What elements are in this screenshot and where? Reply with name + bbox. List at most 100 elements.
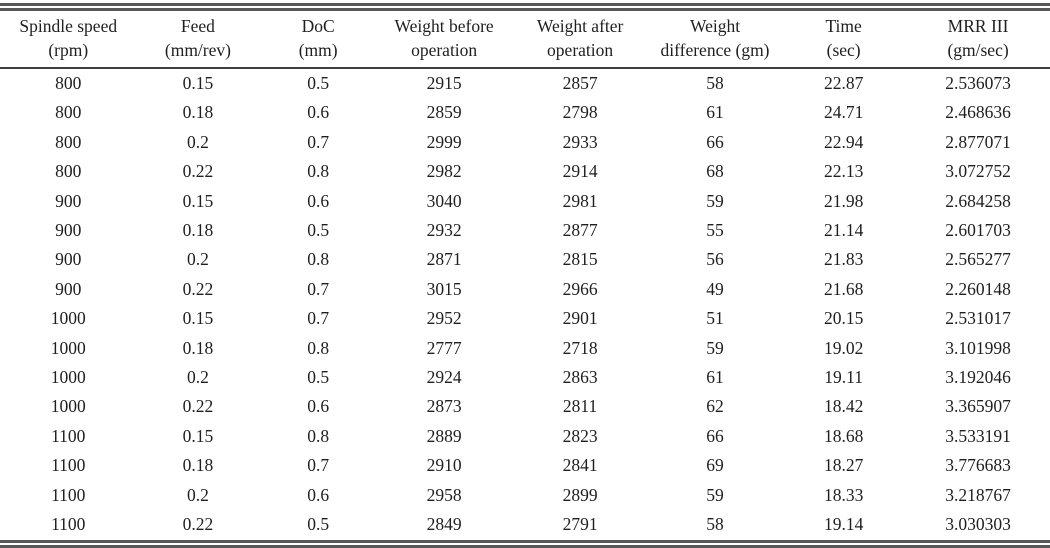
table-row: 1100 0.15 0.8 2889 2823 66 18.68 3.533191 [0,422,1050,451]
cell: 0.2 [186,249,209,270]
cell: 2798 [562,102,598,123]
column-header: Weight difference (gm) [648,7,782,69]
cell: 22.13 [823,161,864,182]
table-row: 800 0.22 0.8 2982 2914 68 22.13 3.072752 [0,157,1050,186]
cell: 20.15 [823,308,864,329]
cell: 2877 [562,220,598,241]
cell: 800 [55,102,82,123]
cell: 58 [706,514,724,535]
cell: 2.601703 [945,220,1011,241]
cell: 2999 [426,131,462,152]
cell: 1000 [50,337,86,358]
cell: 0.18 [182,102,214,123]
column-header-line2: difference (gm) [660,40,770,60]
table-row: 1000 0.22 0.6 2873 2811 62 18.42 3.365907 [0,392,1050,421]
cell: 62 [706,396,724,417]
cell: 0.6 [307,190,330,211]
cell: 66 [706,425,724,446]
cell: 0.22 [182,514,214,535]
cell: 0.22 [182,396,214,417]
table-row: 800 0.2 0.7 2999 2933 66 22.94 2.877071 [0,128,1050,157]
cell: 2.260148 [945,278,1011,299]
cell: 21.14 [823,220,864,241]
table-row: 1000 0.2 0.5 2924 2863 61 19.11 3.192046 [0,363,1050,392]
cell: 0.6 [307,484,330,505]
cell: 1000 [50,367,86,388]
cell: 0.8 [307,161,330,182]
cell: 21.68 [823,278,864,299]
cell: 3.218767 [945,484,1011,505]
column-header: DoC (mm) [259,7,377,69]
cell: 0.5 [307,514,330,535]
column-header-line2: operation [411,40,478,60]
cell: 2811 [562,396,598,417]
cell: 56 [706,249,724,270]
table-row: 1000 0.18 0.8 2777 2718 59 19.02 3.101998 [0,334,1050,363]
cell: 21.83 [823,249,864,270]
cell: 2915 [426,73,462,93]
table-row: 900 0.22 0.7 3015 2966 49 21.68 2.260148 [0,275,1050,304]
cell: 900 [55,220,82,241]
cell: 22.94 [823,131,864,152]
cell: 0.5 [307,73,330,93]
cell: 2871 [426,249,462,270]
cell: 3.365907 [945,396,1011,417]
cell: 2859 [426,102,462,123]
cell: 2718 [562,337,598,358]
cell: 1100 [51,484,86,505]
cell: 900 [55,190,82,211]
cell: 2924 [426,367,462,388]
table-body: 800 0.15 0.5 2915 2857 58 22.87 2.536073 800 0.18… [0,68,1050,544]
column-header-line1: Time [825,16,862,36]
column-header-line2: (mm) [298,40,338,60]
cell: 2952 [426,308,462,329]
cell: 2863 [562,367,598,388]
column-header-line2: (mm/rev) [164,40,231,60]
cell: 49 [706,278,724,299]
column-header-line1: Weight before [394,16,494,36]
cell: 2901 [562,308,598,329]
cell: 0.18 [182,455,214,476]
cell: 900 [55,278,82,299]
cell: 0.22 [182,161,214,182]
table-row: 800 0.18 0.6 2859 2798 61 24.71 2.468636 [0,98,1050,127]
table-row: 1100 0.18 0.7 2910 2841 69 18.27 3.776683 [0,451,1050,480]
cell: 3.776683 [945,455,1011,476]
cell: 2981 [562,190,598,211]
cell: 1000 [50,308,86,329]
cell: 19.02 [823,337,864,358]
cell: 2873 [426,396,462,417]
cell: 18.68 [823,425,864,446]
cell: 18.27 [823,455,864,476]
cell: 61 [706,102,724,123]
cell: 0.5 [307,220,330,241]
column-header-line2: operation [547,40,614,60]
cell: 24.71 [823,102,864,123]
table-row: 1100 0.2 0.6 2958 2899 59 18.33 3.218767 [0,481,1050,510]
table-row: 900 0.18 0.5 2932 2877 55 21.14 2.601703 [0,216,1050,245]
machining-parameters-table: Spindle speed (rpm) Feed (mm/rev) DoC (mm) Wei… [0,3,1050,548]
cell: 58 [706,73,724,93]
cell: 2.877071 [945,131,1011,152]
cell: 2777 [426,337,462,358]
cell: 0.15 [182,73,214,93]
cell: 2982 [426,161,462,182]
cell: 1100 [51,455,86,476]
cell: 51 [706,308,724,329]
table-row: 900 0.15 0.6 3040 2981 59 21.98 2.684258 [0,187,1050,216]
cell: 0.7 [307,455,330,476]
table-row: 1100 0.22 0.5 2849 2791 58 19.14 3.030303 [0,510,1050,543]
cell: 2815 [562,249,598,270]
cell: 0.18 [182,220,214,241]
cell: 0.7 [307,131,330,152]
cell: 3040 [426,190,462,211]
cell: 2932 [426,220,462,241]
header-row: Spindle speed (rpm) Feed (mm/rev) DoC (mm) Wei… [0,7,1050,69]
column-header: Spindle speed (rpm) [0,7,137,69]
cell: 21.98 [823,190,864,211]
column-header-line1: DoC [301,16,335,36]
cell: 0.15 [182,308,214,329]
cell: 3.533191 [945,425,1011,446]
column-header-line1: Weight [689,16,741,36]
cell: 3.192046 [945,367,1011,388]
